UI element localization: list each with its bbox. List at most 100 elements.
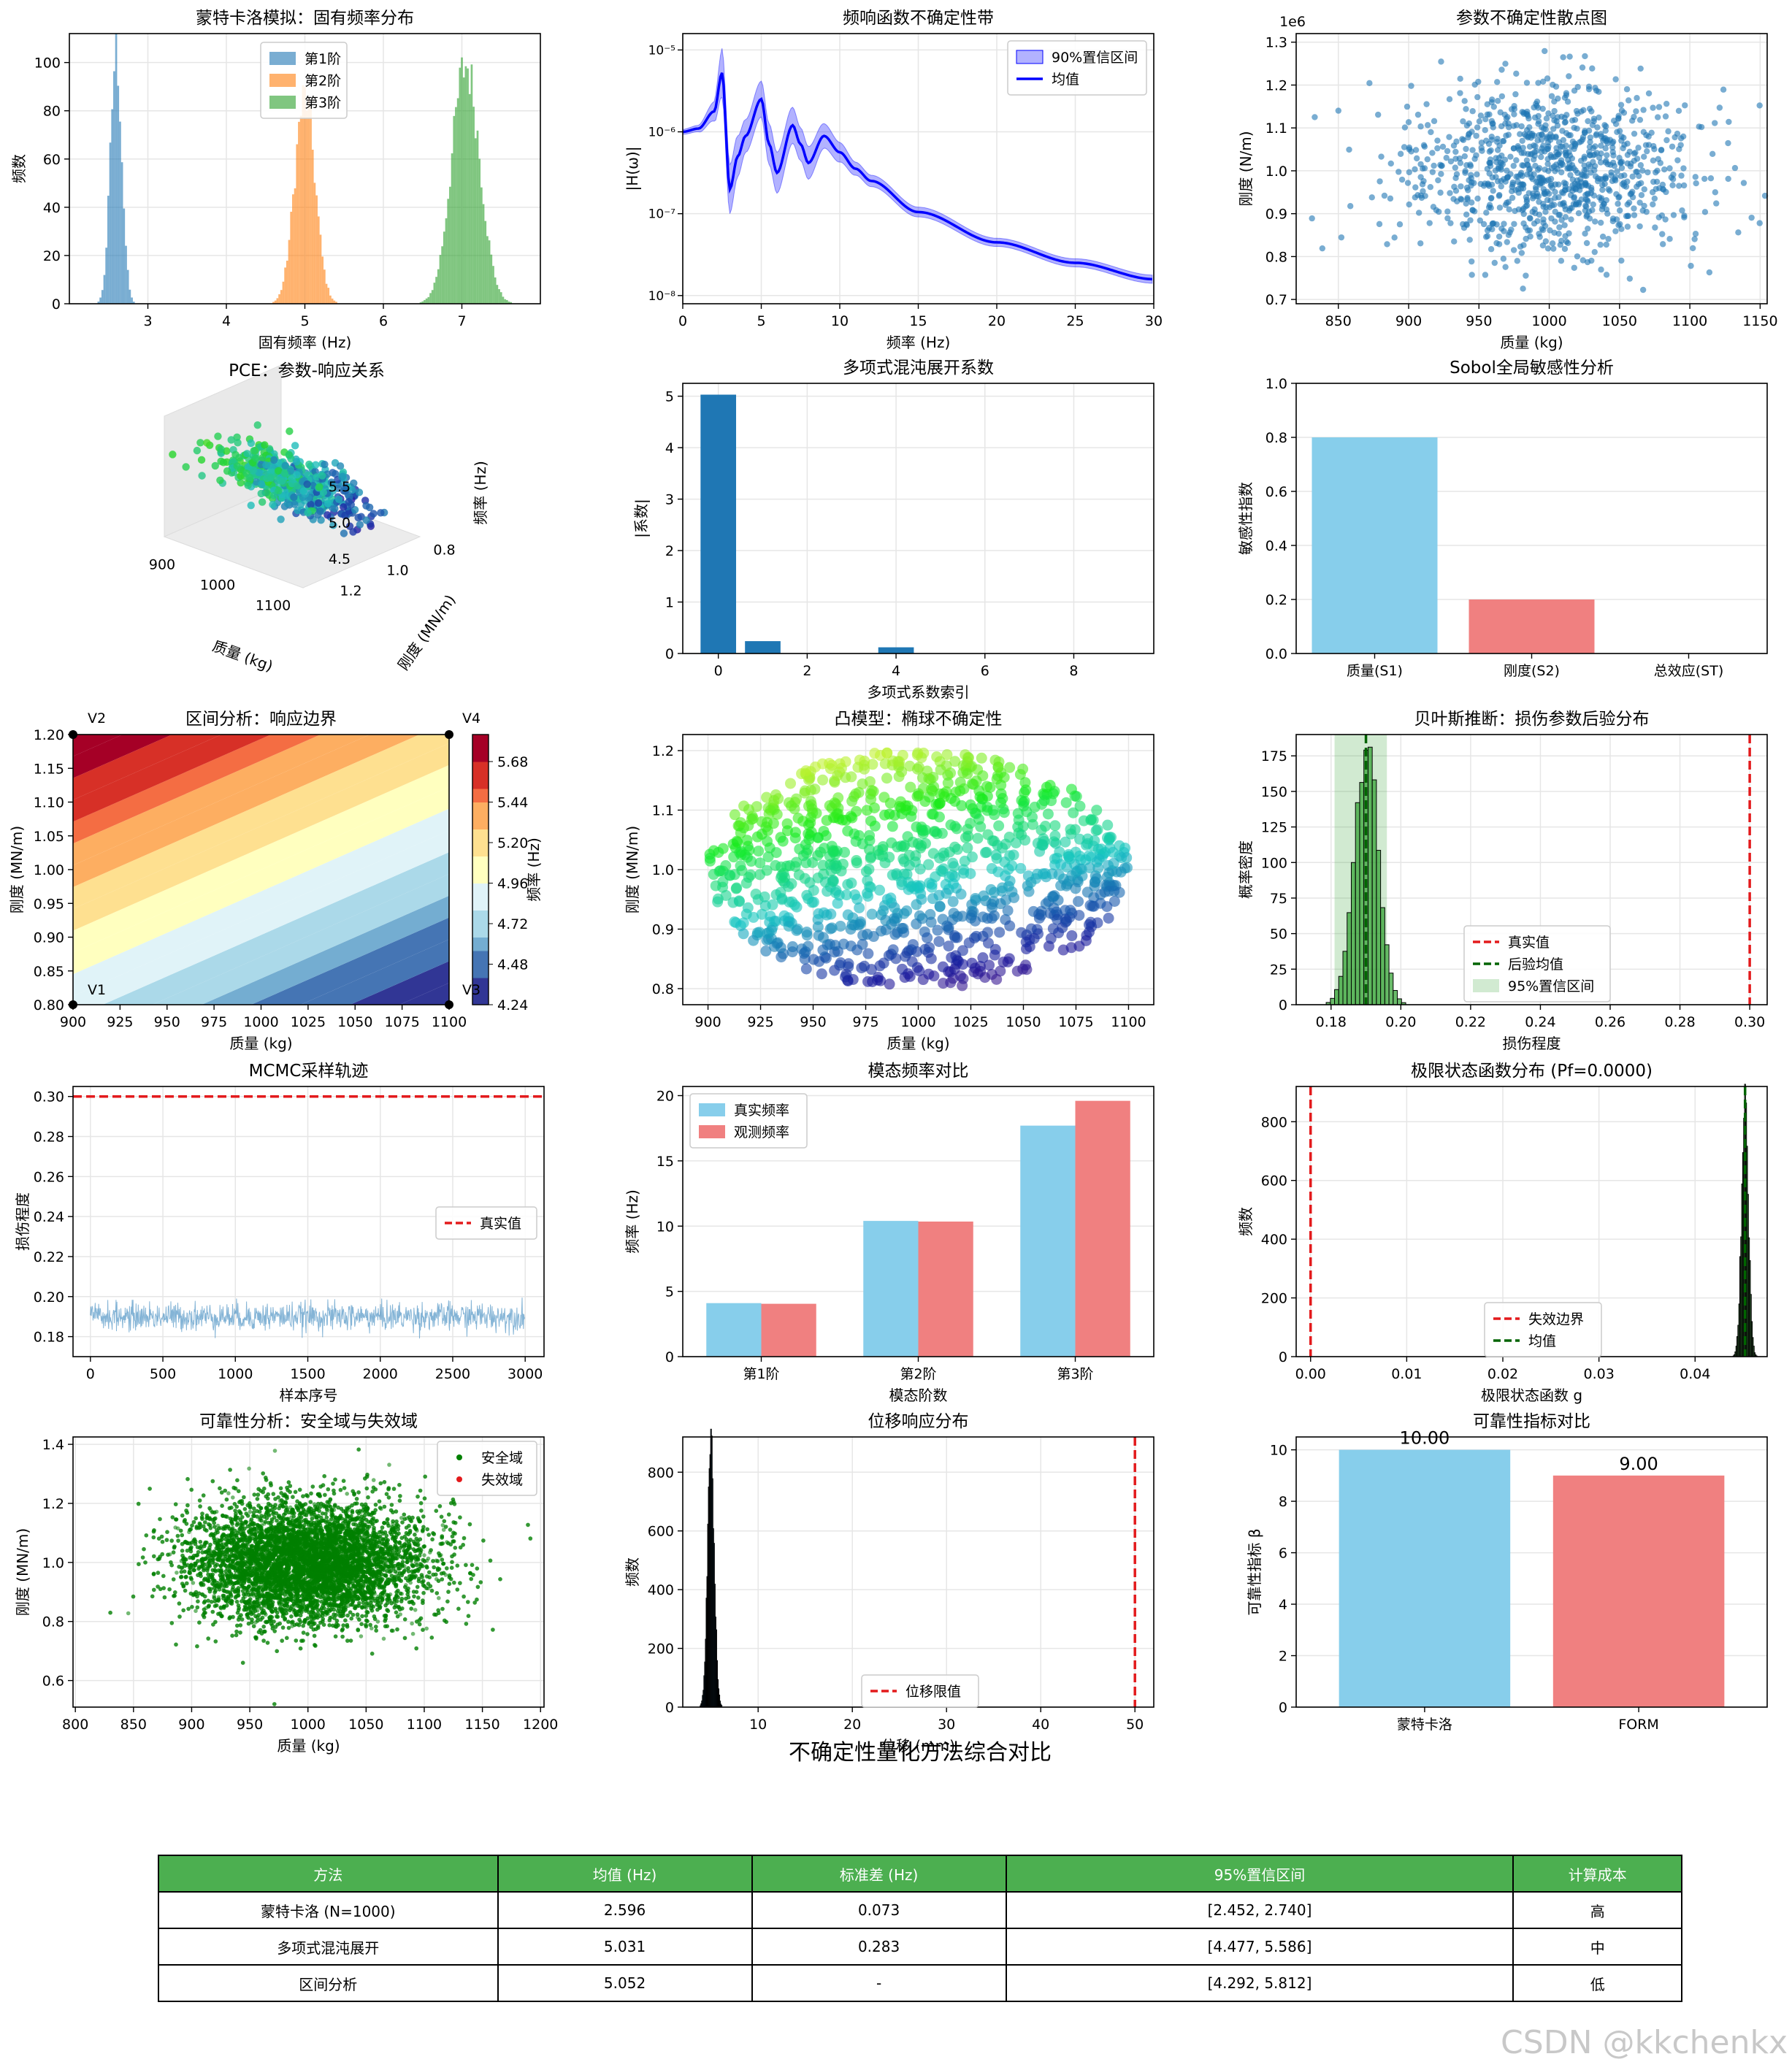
y-tick-label: 1 — [665, 595, 674, 611]
scatter-point — [1644, 147, 1650, 155]
scatter-point — [736, 865, 748, 876]
coefficient-bar — [878, 647, 914, 653]
scatter-point — [1478, 145, 1485, 151]
scatter-point — [1612, 76, 1619, 83]
scatter-point — [1571, 88, 1578, 94]
x-tick-label: 0.18 — [1316, 1014, 1347, 1030]
scatter-point — [1604, 152, 1610, 158]
scatter-point — [1523, 235, 1529, 242]
scatter-point — [1612, 228, 1619, 234]
scatter-point — [291, 500, 299, 508]
scatter-point — [883, 950, 895, 962]
scatter-point — [863, 863, 875, 875]
scatter-point — [197, 456, 206, 464]
y-tick-label: 0.28 — [34, 1130, 64, 1146]
histogram-bar — [321, 256, 324, 304]
scatter-point — [866, 908, 878, 920]
y-axis-label: 损伤程度 — [14, 1192, 31, 1251]
scatter-point — [1474, 171, 1480, 178]
histogram-bar — [282, 281, 285, 304]
histogram-bar — [101, 290, 104, 304]
scatter-point — [1417, 240, 1424, 247]
scatter-point — [800, 946, 811, 958]
y-axis-label: 频数 — [10, 154, 28, 183]
scatter-point — [743, 844, 755, 856]
scatter-point — [1731, 164, 1739, 172]
scatter-point — [1534, 137, 1541, 144]
histogram-bar — [445, 218, 448, 304]
y-tick-label: 0 — [52, 296, 61, 313]
x-tick-label: 第3阶 — [1057, 1366, 1093, 1382]
scatter-point — [1429, 150, 1436, 156]
y-tick-label: 0 — [665, 1349, 674, 1365]
colorbar-tick-label: 5.44 — [497, 795, 528, 811]
histogram-bar — [437, 269, 440, 304]
scatter-point — [1597, 241, 1604, 248]
legend-swatch — [1473, 979, 1499, 992]
scatter-point — [1578, 108, 1585, 115]
scatter-point — [305, 460, 313, 469]
scatter-point — [1450, 142, 1458, 149]
scatter-point — [888, 913, 900, 924]
histogram-bar — [292, 194, 294, 304]
y-tick-label: 150 — [1261, 784, 1287, 800]
histogram-bar — [103, 275, 106, 304]
y-tick-label: 0.90 — [34, 930, 64, 946]
scatter-point — [1465, 131, 1472, 138]
histogram-bar — [325, 283, 328, 304]
scatter-point — [1509, 194, 1516, 202]
plot-sobol — [1296, 383, 1767, 654]
scatter-point — [926, 881, 938, 893]
chart-title: PCE：参数-响应关系 — [229, 361, 385, 380]
scatter-point — [1539, 175, 1545, 181]
y-tick-label: 1.20 — [34, 727, 64, 743]
scatter-point — [1539, 78, 1547, 85]
scatter-point — [1513, 157, 1520, 164]
scatter-point — [1637, 180, 1644, 186]
scatter-point — [1639, 167, 1646, 174]
scatter-point — [1520, 242, 1527, 248]
x-tick-label: 1100 — [1111, 1014, 1146, 1030]
scatter-point — [993, 820, 1005, 832]
scatter-point — [1598, 206, 1606, 212]
scatter-point — [1049, 890, 1060, 902]
scatter-point — [824, 763, 836, 775]
scatter-point — [1457, 75, 1463, 83]
scatter-point — [1678, 172, 1685, 179]
scatter-point — [1690, 245, 1696, 252]
scatter-point — [1482, 126, 1488, 134]
scatter-point — [974, 791, 986, 802]
scatter-point — [1582, 230, 1588, 237]
colorbar-segment — [472, 870, 489, 883]
histogram-bar — [1338, 975, 1344, 1005]
scatter-point — [1499, 161, 1506, 168]
scatter-point — [1493, 158, 1500, 166]
scatter-point — [808, 897, 819, 908]
scatter-point — [1621, 172, 1628, 179]
scatter-point — [1604, 161, 1612, 168]
x-tick-label: 1000 — [218, 1366, 253, 1382]
histogram-bar — [482, 204, 485, 304]
histogram-bar — [1397, 998, 1402, 1005]
scatter-point — [841, 889, 852, 901]
histogram-bar — [323, 269, 326, 304]
scatter-point — [250, 447, 258, 455]
scatter-point — [1466, 120, 1472, 127]
y-axis-label: 刚度 (N/m) — [1237, 131, 1255, 206]
y-tick-label: 5 — [665, 389, 674, 405]
scatter-point — [1561, 180, 1568, 186]
histogram-bar — [272, 302, 275, 304]
scatter-point — [1417, 174, 1424, 180]
scatter-point — [1554, 122, 1561, 129]
x-tick-label: 20 — [988, 313, 1006, 329]
scatter-point — [827, 845, 839, 856]
scatter-point — [905, 881, 917, 893]
scatter-point — [1649, 189, 1656, 196]
scatter-point — [927, 808, 939, 820]
scatter-point — [1543, 115, 1550, 122]
scatter-point — [321, 460, 329, 469]
histogram-bar — [474, 138, 477, 304]
scatter-point — [1376, 221, 1383, 228]
y-tick-label: 1.1 — [652, 803, 674, 819]
